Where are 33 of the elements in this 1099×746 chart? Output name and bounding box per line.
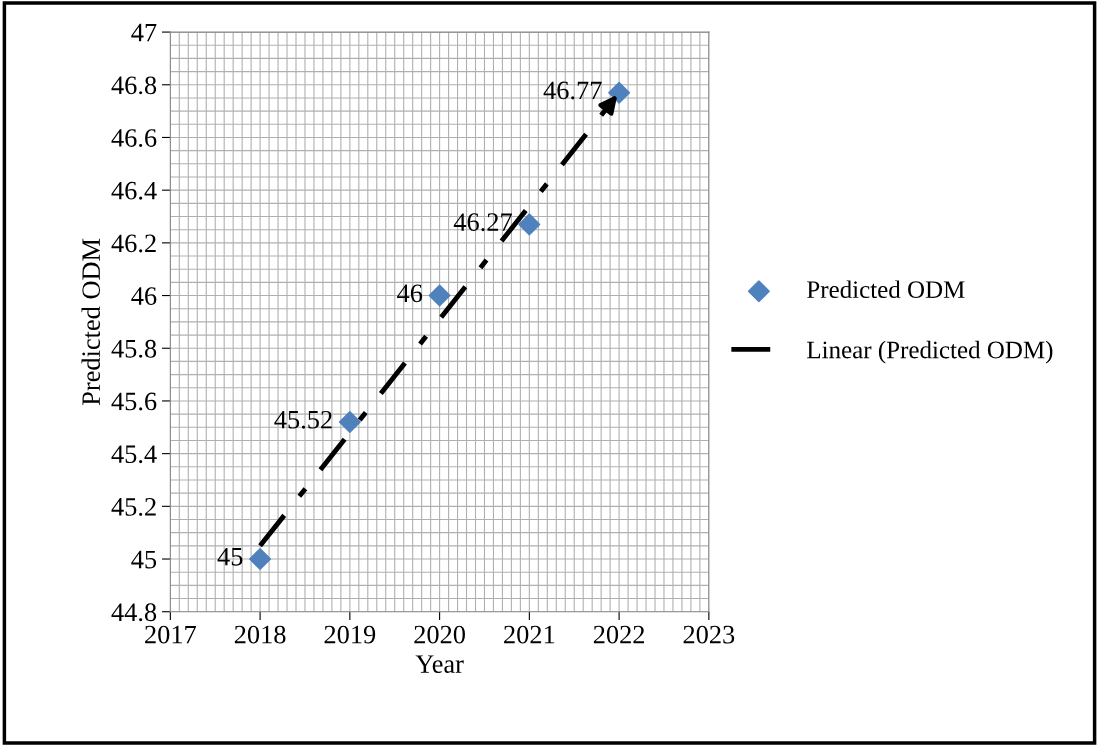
x-tick-label: 2018 (234, 625, 286, 644)
data-label: 46.77 (543, 81, 602, 100)
y-tick-label: 44.8 (111, 603, 157, 622)
y-tick-label: 45.2 (111, 498, 156, 516)
point (518, 213, 541, 236)
data-label: 46 (397, 284, 423, 303)
y-tick-label: 45 (131, 550, 157, 569)
x-tick-label: 2023 (683, 625, 735, 644)
data-label: 45 (217, 548, 243, 566)
y-tick-label: 47 (131, 23, 157, 42)
legend-label: Predicted ODM (807, 280, 965, 299)
y-tick-label: 46.8 (111, 76, 157, 95)
point (249, 548, 272, 571)
y-tick-label: 46.2 (111, 234, 156, 253)
y-tick-label: 45.4 (111, 445, 157, 464)
x-tick-label: 2022 (593, 625, 645, 644)
x-tick-label: 2020 (414, 625, 465, 644)
y-tick-label: 45.6 (111, 392, 157, 411)
y-tick-label: 46 (131, 287, 157, 305)
x-tick-label: 2017 (145, 625, 196, 644)
x-tick-label: 2019 (324, 625, 376, 644)
y-tick-label: 46.6 (111, 129, 157, 147)
data-label: 46.27 (453, 213, 512, 232)
legend-label: Linear (Predicted ODM) (807, 340, 1053, 364)
y-axis-title: Predicted ODM (81, 238, 101, 406)
y-tick-label: 46.4 (111, 181, 157, 200)
point (428, 284, 451, 307)
point (608, 81, 631, 104)
y-tick-label: 45.8 (111, 339, 157, 358)
x-axis-title: Year (415, 655, 464, 673)
point (338, 411, 361, 434)
x-tick-label: 2021 (504, 625, 555, 644)
data-label: 45.52 (274, 410, 332, 429)
